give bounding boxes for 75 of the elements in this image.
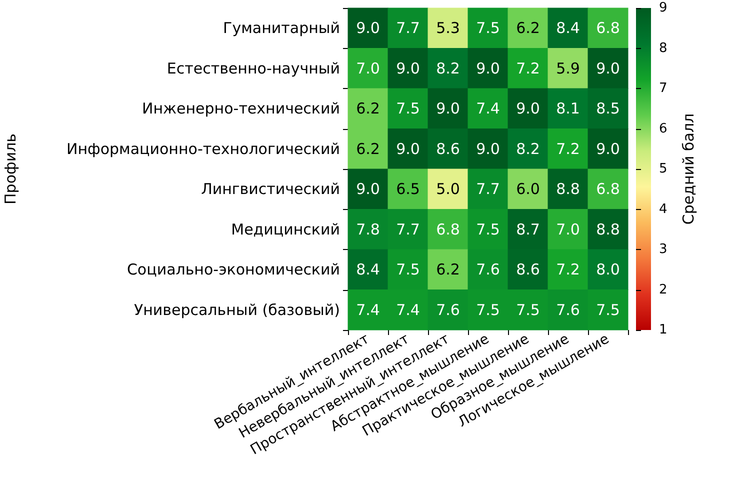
data-label: 9.0 [596, 59, 620, 78]
data-label: 7.0 [356, 59, 380, 78]
data-label: 9.0 [516, 100, 540, 118]
data-label: 7.2 [516, 59, 540, 78]
data-label: 7.7 [476, 180, 500, 198]
data-label: 8.6 [436, 140, 460, 158]
color-bar-label: 9 [659, 0, 668, 16]
color-bar-label: 4 [659, 202, 668, 217]
data-label: 7.5 [596, 300, 620, 319]
data-label: 8.8 [596, 220, 620, 238]
data-label: 6.2 [356, 140, 380, 158]
data-label: 5.0 [436, 180, 460, 198]
data-label: 6.2 [516, 19, 540, 38]
data-label: 7.8 [356, 220, 380, 238]
data-label: 8.5 [596, 100, 620, 118]
color-bar-label: 1 [659, 322, 668, 338]
color-bar-label: 6 [659, 121, 668, 136]
data-label: 7.4 [476, 100, 500, 118]
data-label: 8.4 [356, 260, 380, 279]
data-label: 9.0 [476, 59, 500, 78]
data-label: 7.2 [556, 140, 580, 158]
y-tick-label: Естественно-научный [166, 59, 340, 78]
color-bar-label: 7 [659, 81, 668, 96]
data-label: 7.5 [476, 220, 500, 238]
data-label: 6.2 [436, 260, 460, 279]
y-tick-label: Универсальный (базовый) [134, 300, 340, 319]
data-label: 8.4 [556, 19, 580, 38]
data-label: 6.0 [516, 180, 540, 198]
data-label: 9.0 [356, 180, 380, 198]
data-label: 6.8 [596, 180, 620, 198]
y-tick-label: Гуманитарный [223, 19, 340, 38]
data-label: 8.8 [556, 180, 580, 198]
data-label: 7.4 [396, 300, 420, 319]
data-label: 9.0 [436, 100, 460, 118]
color-bar-label: 8 [659, 40, 668, 56]
data-label: 7.0 [556, 220, 580, 238]
data-label: 8.2 [516, 140, 540, 158]
data-label: 8.6 [516, 260, 540, 279]
data-label: 6.8 [596, 19, 620, 38]
y-tick-label: Инженерно-технический [142, 100, 340, 118]
y-tick-label: Лингвистический [201, 180, 340, 198]
color-bar-title: Средний балл [680, 113, 698, 225]
color-bar-label: 5 [659, 162, 668, 176]
y-tick-label: Социально-экономический [126, 260, 340, 279]
data-label: 8.2 [436, 59, 460, 78]
y-tick-label: Медицинский [231, 220, 340, 238]
data-label: 9.0 [396, 140, 420, 158]
color-bar-label: 3 [659, 242, 668, 257]
data-label: 9.0 [476, 140, 500, 158]
y-tick-label: Информационно-технологический [66, 140, 340, 158]
data-label: 7.7 [396, 19, 420, 38]
data-label: 6.2 [356, 100, 380, 118]
data-label: 8.7 [516, 220, 540, 238]
color-bar-label: 2 [659, 282, 668, 298]
data-label: 7.5 [396, 100, 420, 118]
data-label: 8.0 [596, 260, 620, 279]
data-label: 7.5 [476, 19, 500, 38]
data-label: 8.1 [556, 100, 580, 118]
data-label: 7.5 [476, 300, 500, 319]
data-label: 7.5 [516, 300, 540, 319]
y-axis-title: Профиль [2, 134, 20, 204]
data-label: 7.5 [396, 260, 420, 279]
data-label: 7.6 [476, 260, 500, 279]
data-label: 9.0 [596, 140, 620, 158]
data-label: 7.6 [556, 300, 580, 319]
data-label: 7.2 [556, 260, 580, 279]
data-label: 6.5 [396, 180, 420, 198]
data-label: 5.9 [556, 59, 580, 78]
data-label: 7.4 [356, 300, 380, 319]
data-label: 5.3 [436, 19, 460, 38]
data-label: 7.7 [396, 220, 420, 238]
data-label: 6.8 [436, 220, 460, 238]
data-label: 7.6 [436, 300, 460, 319]
data-label: 9.0 [396, 59, 420, 78]
data-label: 9.0 [356, 19, 380, 38]
